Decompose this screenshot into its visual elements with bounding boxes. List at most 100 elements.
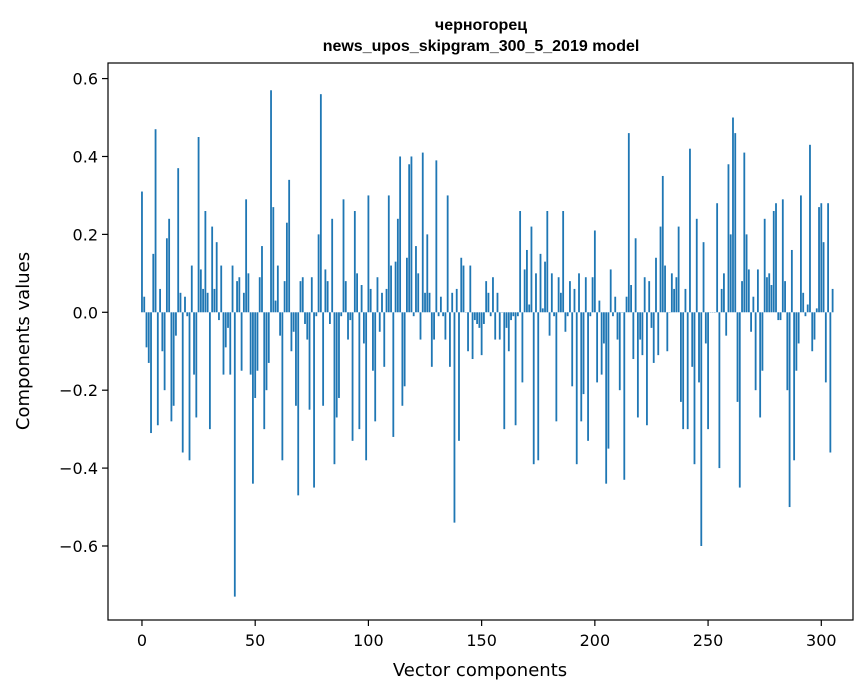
y-tick-label-6: 0.6 [73, 70, 98, 89]
bar-183 [555, 312, 558, 422]
bar-167 [519, 211, 522, 313]
bar-285 [786, 312, 789, 391]
y-tick-label-4: 0.2 [73, 225, 98, 244]
bar-118 [408, 164, 411, 313]
bar-218 [634, 238, 637, 313]
bar-157 [496, 292, 499, 313]
bar-96 [358, 312, 361, 430]
bar-182 [553, 312, 555, 317]
bar-237 [677, 226, 680, 313]
y-tick-label-1: −0.4 [59, 459, 98, 478]
bar-158 [498, 312, 501, 340]
bar-274 [761, 312, 764, 371]
bar-203 [600, 312, 603, 375]
bar-15 [175, 312, 177, 336]
bar-172 [530, 226, 533, 313]
bar-153 [487, 292, 490, 313]
bar-210 [616, 312, 619, 340]
bar-7 [156, 312, 159, 426]
bar-88 [340, 312, 343, 317]
bar-169 [523, 269, 526, 313]
bar-57 [270, 90, 272, 313]
x-axis-label: Vector components [393, 660, 567, 681]
bar-213 [623, 312, 626, 480]
bar-75 [310, 277, 313, 313]
bar-178 [544, 261, 546, 313]
bar-161 [505, 312, 508, 328]
bar-199 [591, 277, 594, 313]
bar-299 [818, 207, 820, 313]
bar-60 [276, 265, 279, 313]
bar-111 [392, 312, 395, 437]
bar-192 [575, 312, 578, 465]
bar-69 [297, 312, 300, 496]
bar-296 [811, 312, 814, 352]
bar-20 [186, 312, 189, 317]
bar-235 [673, 288, 676, 313]
bar-64 [285, 222, 288, 313]
bar-147 [473, 312, 476, 321]
bar-202 [598, 300, 601, 313]
bar-62 [281, 312, 284, 461]
bar-243 [691, 312, 694, 367]
bar-189 [569, 281, 571, 313]
bar-98 [362, 312, 365, 344]
bar-82 [326, 281, 329, 313]
bar-32 [213, 288, 216, 313]
bar-93 [351, 312, 354, 441]
bar-170 [526, 249, 528, 313]
bar-42 [236, 281, 238, 313]
bar-248 [702, 242, 705, 313]
bar-113 [396, 218, 399, 313]
bar-84 [331, 218, 334, 313]
bar-40 [231, 265, 234, 313]
plot-area-frame [107, 62, 854, 621]
bar-95 [356, 273, 358, 313]
bar-86 [335, 312, 338, 418]
bar-270 [752, 296, 755, 313]
bar-76 [313, 312, 315, 488]
bar-50 [254, 312, 257, 398]
bar-135 [446, 195, 449, 313]
bar-series [141, 90, 834, 597]
bar-14 [172, 312, 175, 406]
bar-257 [723, 273, 725, 313]
bar-48 [249, 312, 252, 375]
bar-230 [661, 175, 664, 313]
bar-120 [412, 312, 415, 317]
bar-263 [736, 312, 739, 402]
bar-70 [299, 281, 302, 313]
bar-287 [790, 249, 793, 313]
bar-138 [453, 312, 456, 523]
bar-267 [745, 234, 748, 313]
bar-246 [698, 312, 700, 383]
bar-116 [403, 312, 406, 387]
bar-222 [643, 277, 646, 313]
bar-114 [399, 156, 402, 313]
bar-139 [455, 288, 458, 313]
bar-26 [199, 269, 202, 313]
bar-194 [580, 312, 583, 422]
bar-74 [308, 312, 311, 410]
bar-151 [482, 312, 485, 324]
bar-276 [766, 277, 768, 313]
x-tick-label-3: 150 [466, 631, 497, 650]
bar-22 [190, 265, 193, 313]
bar-250 [707, 312, 709, 430]
bar-239 [682, 312, 685, 430]
bar-8 [159, 288, 161, 313]
bar-242 [689, 148, 691, 313]
bar-85 [333, 312, 336, 465]
bar-35 [220, 265, 223, 313]
bar-125 [424, 292, 426, 313]
bar-219 [636, 312, 639, 418]
bar-6 [154, 129, 157, 313]
bar-27 [202, 288, 205, 313]
bar-45 [242, 292, 245, 313]
bar-140 [458, 312, 460, 441]
bar-24 [195, 312, 198, 418]
bar-156 [494, 312, 497, 340]
bar-174 [535, 273, 537, 313]
bar-228 [657, 312, 660, 356]
bar-304 [829, 312, 832, 453]
